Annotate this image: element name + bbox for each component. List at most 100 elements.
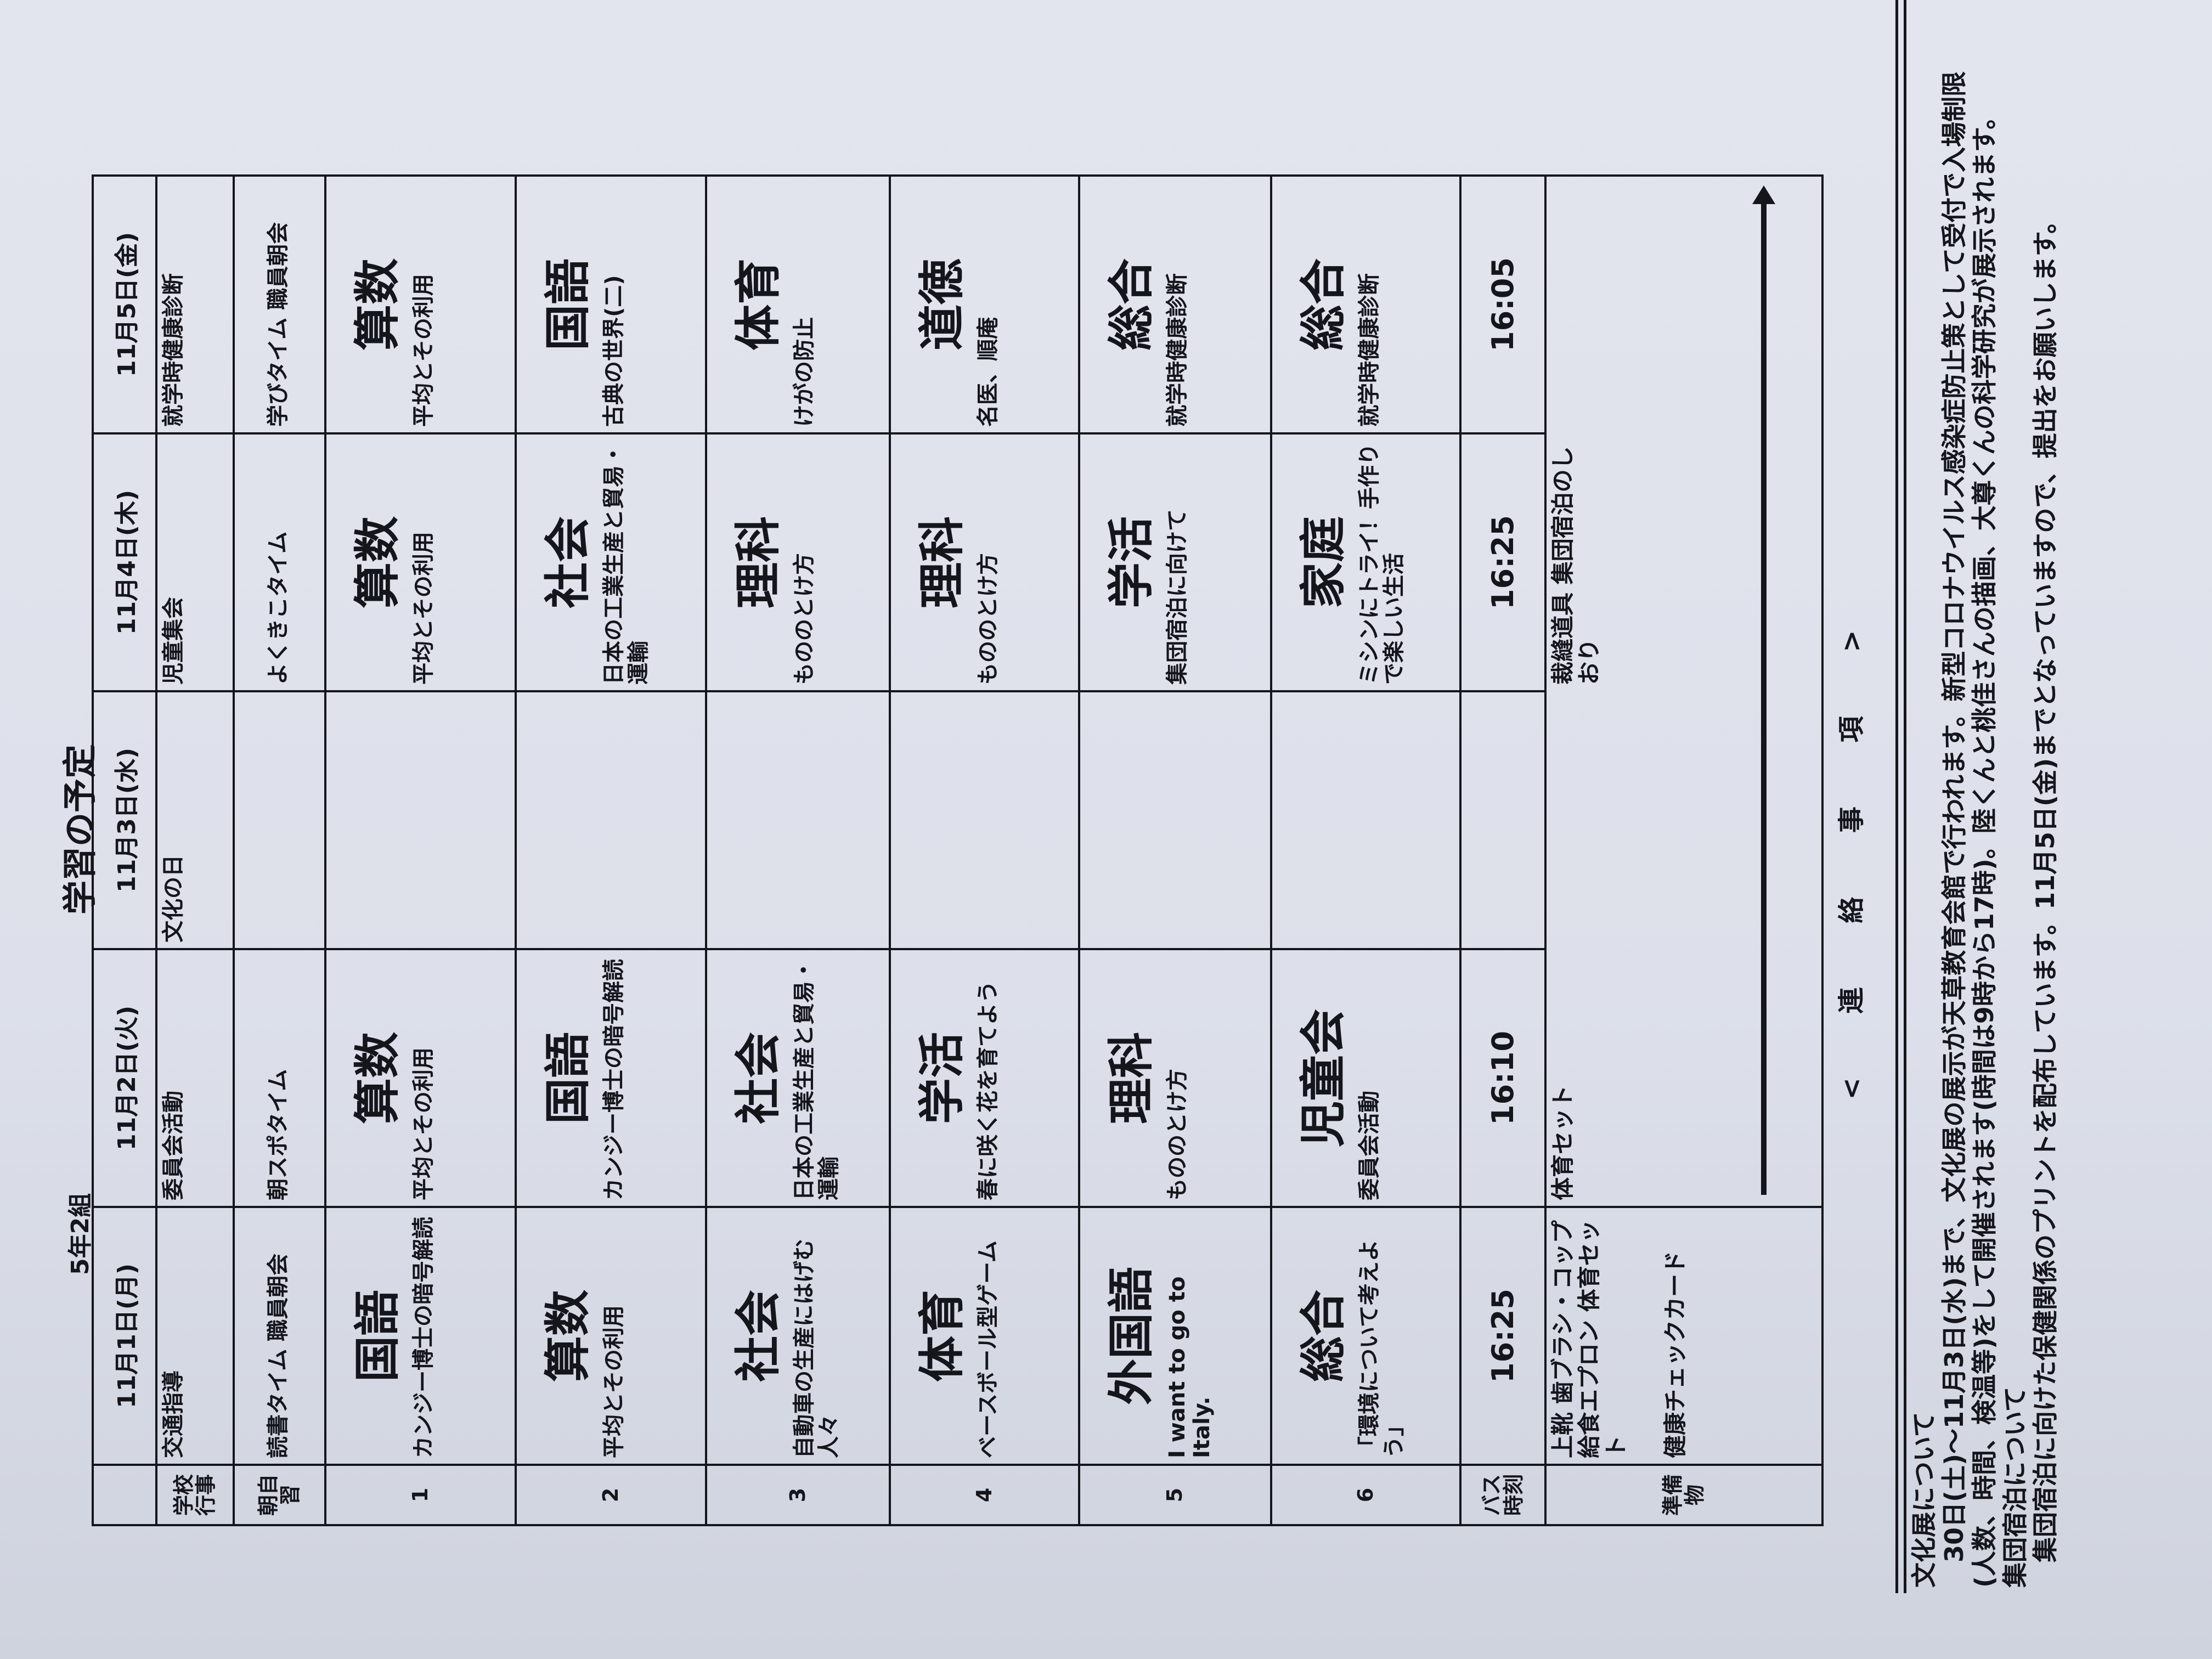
lesson-topic: 平均とその利用 bbox=[411, 274, 436, 427]
lesson-topic: 春に咲く花を育てよう bbox=[975, 981, 1001, 1200]
note-title: 文化展について bbox=[1909, 1412, 1939, 1588]
period-row: 3 社会 自動車の生産にはげむ人々 社会 日本の工業生産と貿易・運輸 理科 もののとけ方 体育… bbox=[706, 176, 890, 1525]
schedule-table: 11月1日(月) 11月2日(火) 11月3日(水) 11月4日(木) 11月5日(金)… bbox=[92, 174, 1824, 1526]
lesson-topic: カンジー博士の暗号解読 bbox=[411, 1217, 436, 1458]
subject: 外国語 bbox=[1104, 1267, 1158, 1406]
period-number: 1 bbox=[408, 1487, 432, 1503]
lesson-topic: けがの防止 bbox=[792, 317, 817, 427]
prep-row: 準備物 上靴 歯ブラシ・コップ 給食エプロン 体育セット 健康チェックカード 体育セ… bbox=[1545, 176, 1822, 1525]
prep-items: 上靴 歯ブラシ・コップ 給食エプロン 体育セット 健康チェックカード bbox=[1549, 1220, 1689, 1458]
subject: 総合 bbox=[1296, 1290, 1350, 1383]
lesson-topic: カンジー博士の暗号解読 bbox=[601, 959, 627, 1200]
lesson-topic: 委員会活動 bbox=[1357, 1091, 1382, 1200]
subject: 学活 bbox=[915, 1032, 969, 1125]
prep-items: 裁縫道具 集団宿泊のしおり bbox=[1549, 446, 1603, 685]
subject: 体育 bbox=[915, 1290, 969, 1383]
period-row: 1 国語 カンジー博士の暗号解読 算数 平均とその利用 算数 平均とその利用 算数 平均とその利… bbox=[325, 176, 516, 1525]
subject: 算数 bbox=[351, 258, 404, 351]
note-body: 集団宿泊に向けた保健関係のプリントを配布しています。11月5日(金)までとなって… bbox=[2030, 208, 2060, 1562]
period-number: 3 bbox=[785, 1487, 810, 1503]
lesson-topic: 平均とその利用 bbox=[411, 1047, 436, 1200]
lesson-topic: 集団宿泊に向けて bbox=[1165, 509, 1190, 685]
lesson-topic: 平均とその利用 bbox=[601, 1305, 627, 1458]
morning-row: 朝自習 読書タイム 職員朝会 朝スポタイム よくきこタイム 学びタイム 職員朝会 bbox=[234, 176, 325, 1525]
subject: 算数 bbox=[541, 1290, 595, 1383]
event-text: 文化の日 bbox=[161, 855, 186, 943]
subject: 理科 bbox=[1104, 1032, 1158, 1125]
day-header: 11月2日(火) bbox=[93, 949, 156, 1207]
morning-text: よくきこタイム bbox=[266, 531, 291, 685]
lesson-topic: ミシンにトライ！手作りで楽しい生活 bbox=[1357, 443, 1407, 685]
bus-time: 16:05 bbox=[1486, 257, 1520, 352]
lesson-topic: 自動車の生産にはげむ人々 bbox=[792, 1239, 842, 1458]
header-row: 11月1日(月) 11月2日(火) 11月3日(水) 11月4日(木) 11月5日(金) bbox=[93, 176, 156, 1525]
event-text: 就学時健康診断 bbox=[161, 273, 186, 427]
day-header: 11月1日(月) bbox=[93, 1207, 156, 1465]
lesson-topic: もののとけ方 bbox=[1165, 1069, 1190, 1200]
subject: 国語 bbox=[541, 1032, 595, 1125]
prep-items: 体育セット bbox=[1549, 1085, 1576, 1200]
lesson-topic: もののとけ方 bbox=[792, 553, 817, 685]
lesson-topic: 古典の世界(二) bbox=[601, 275, 627, 427]
subject: 社会 bbox=[731, 1032, 785, 1125]
row-label: 学校行事 bbox=[171, 1474, 218, 1516]
note-title: 集団宿泊について bbox=[2000, 1386, 2030, 1588]
notes-heading: < 連 絡 事 項 > bbox=[1836, 602, 1867, 1100]
events-row: 学校行事 交通指導 委員会活動 文化の日 児童集会 就学時健康診断 bbox=[156, 176, 234, 1525]
subject: 体育 bbox=[731, 258, 785, 351]
event-text: 委員会活動 bbox=[161, 1091, 186, 1200]
row-label: 朝自習 bbox=[256, 1474, 302, 1516]
subject: 学活 bbox=[1104, 516, 1158, 609]
subject: 国語 bbox=[351, 1290, 404, 1383]
lesson-topic: もののとけ方 bbox=[975, 553, 1001, 685]
row-label: バス時刻 bbox=[1479, 1474, 1526, 1516]
event-text: 児童集会 bbox=[161, 597, 186, 685]
lesson-topic: I want to go to Italy. bbox=[1165, 1276, 1215, 1458]
subject: 児童会 bbox=[1296, 1009, 1350, 1148]
period-row: 2 算数 平均とその利用 国語 カンジー博士の暗号解読 社会 日本の工業生産と貿易・運輸 国語… bbox=[516, 176, 706, 1525]
period-number: 6 bbox=[1353, 1487, 1378, 1503]
day-header: 11月5日(金) bbox=[93, 176, 156, 433]
bus-row: バス時刻 16:25 16:10 16:25 16:05 bbox=[1460, 176, 1545, 1525]
lesson-topic: 就学時健康診断 bbox=[1357, 273, 1382, 427]
day-header: 11月4日(木) bbox=[93, 433, 156, 691]
period-row: 4 体育 ベースボール型ゲーム 学活 春に咲く花を育てよう 理科 もののとけ方 道徳 名医、順庵 bbox=[890, 176, 1079, 1525]
morning-text bbox=[238, 698, 266, 943]
morning-text: 朝スポタイム bbox=[266, 1069, 291, 1200]
subject: 理科 bbox=[731, 516, 785, 609]
day-header: 11月3日(水) bbox=[93, 691, 156, 949]
bus-time: 16:10 bbox=[1486, 1031, 1520, 1125]
period-row: 5 外国語 I want to go to Italy. 理科 もののとけ方 学活 集団宿泊… bbox=[1079, 176, 1271, 1525]
subject: 総合 bbox=[1296, 258, 1350, 351]
lesson-topic: 日本の工業生産と貿易・運輸 bbox=[792, 959, 842, 1200]
lesson-topic: 日本の工業生産と貿易・運輸 bbox=[601, 443, 651, 685]
subject: 理科 bbox=[915, 516, 969, 609]
subject: 道徳 bbox=[915, 258, 969, 351]
lesson-topic: 平均とその利用 bbox=[411, 532, 436, 685]
event-text: 交通指導 bbox=[161, 1370, 186, 1458]
subject: 社会 bbox=[541, 516, 595, 609]
subject: 算数 bbox=[351, 1032, 404, 1125]
subject: 社会 bbox=[731, 1290, 785, 1383]
period-number: 5 bbox=[1163, 1487, 1187, 1503]
morning-text: 読書タイム 職員朝会 bbox=[266, 1253, 291, 1458]
class-name: 5年2組 bbox=[66, 1193, 94, 1275]
subject: 算数 bbox=[351, 516, 404, 609]
subject: 国語 bbox=[541, 258, 595, 351]
arrow-icon bbox=[1761, 196, 1767, 1195]
period-number: 2 bbox=[598, 1487, 623, 1503]
lesson-topic: 名医、順庵 bbox=[975, 317, 1001, 427]
row-label: 準備物 bbox=[1660, 1474, 1707, 1516]
note-body: 30日(土)～11月3日(水)まで、文化展の展示が天草教育会館で行われます。新型… bbox=[1939, 71, 2000, 1588]
bus-time: 16:25 bbox=[1486, 1289, 1520, 1383]
subject: 総合 bbox=[1104, 258, 1158, 351]
corner-cell bbox=[93, 1465, 156, 1525]
notes: 文化展について 30日(土)～11月3日(水)まで、文化展の展示が天草教育会館で… bbox=[1909, 41, 2061, 1588]
lesson-topic: 就学時健康診断 bbox=[1165, 273, 1190, 427]
lesson-topic: ベースボール型ゲーム bbox=[975, 1240, 1001, 1458]
period-row: 6 総合 「環境について考えよう」 児童会 委員会活動 家庭 ミシンにトライ！手作りで楽しい… bbox=[1271, 176, 1460, 1525]
subject: 家庭 bbox=[1296, 516, 1350, 609]
double-divider bbox=[1895, 0, 1906, 1593]
lesson-topic: 「環境について考えよう」 bbox=[1357, 1239, 1407, 1458]
